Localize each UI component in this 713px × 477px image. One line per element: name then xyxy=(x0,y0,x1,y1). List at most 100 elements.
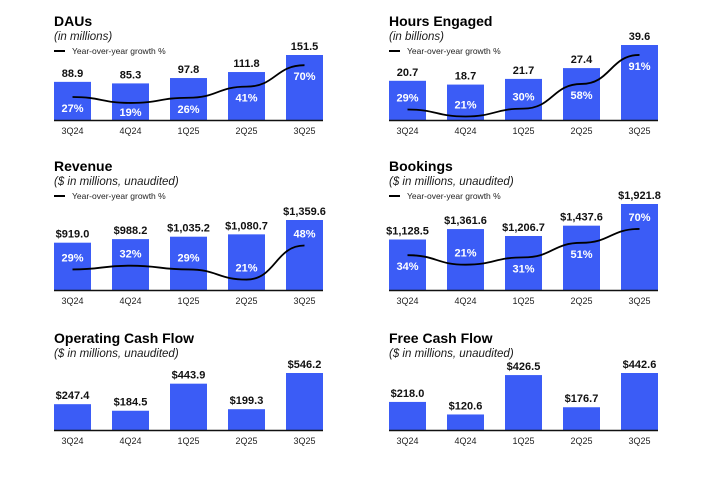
growth-label: 26% xyxy=(177,104,199,116)
bar-3q25 xyxy=(286,373,323,430)
bar-2q25 xyxy=(228,234,265,290)
bar-3q25 xyxy=(621,45,658,120)
legend: Year-over-year growth % xyxy=(54,191,166,201)
legend-line-swatch xyxy=(54,49,65,53)
value-label: $218.0 xyxy=(391,388,425,400)
bar-3q25 xyxy=(621,373,658,430)
bar-1q25 xyxy=(505,375,542,430)
panel-free-cash-flow: Free Cash Flow ($ in millions, unaudited… xyxy=(389,330,679,450)
panel-operating-cash-flow: Operating Cash Flow ($ in millions, unau… xyxy=(54,330,344,450)
value-label: $1,128.5 xyxy=(386,225,429,237)
chart-title: Free Cash Flow xyxy=(389,330,493,346)
bar-1q25 xyxy=(170,236,207,290)
x-tick-label: 3Q25 xyxy=(293,296,315,306)
legend-label: Year-over-year growth % xyxy=(72,191,166,201)
value-label: $1,921.8 xyxy=(618,190,661,202)
x-tick-label: 1Q25 xyxy=(177,296,199,306)
growth-label: 29% xyxy=(177,252,199,264)
bar-2q25 xyxy=(563,68,600,120)
chart-subtitle: (in millions) xyxy=(54,31,113,43)
value-label: $426.5 xyxy=(507,361,541,373)
growth-label: 91% xyxy=(628,61,650,73)
panel-bookings: Bookings ($ in millions, unaudited) Year… xyxy=(386,158,679,308)
growth-label: 34% xyxy=(396,261,418,273)
growth-line xyxy=(407,54,640,118)
growth-label: 19% xyxy=(119,107,141,119)
growth-label: 70% xyxy=(293,71,315,83)
value-label: 88.9 xyxy=(62,68,83,80)
x-tick-label: 2Q25 xyxy=(235,126,257,136)
growth-label: 31% xyxy=(512,263,534,275)
growth-line xyxy=(72,244,305,281)
legend-line-swatch xyxy=(389,49,400,53)
legend: Year-over-year growth % xyxy=(389,46,501,56)
value-label: 20.7 xyxy=(397,67,418,79)
panel-daus: DAUs (in millions) Year-over-year growth… xyxy=(54,13,344,143)
x-tick-label: 3Q25 xyxy=(628,436,650,446)
value-label: $443.9 xyxy=(172,370,206,382)
value-label: $1,080.7 xyxy=(225,220,268,232)
legend-line-swatch xyxy=(389,194,400,198)
bar-1q25 xyxy=(505,78,542,120)
growth-label: 41% xyxy=(235,93,257,105)
x-tick-label: 1Q25 xyxy=(177,436,199,446)
x-tick-label: 4Q24 xyxy=(454,126,476,136)
growth-label: 30% xyxy=(512,92,534,104)
x-tick-label: 3Q25 xyxy=(293,126,315,136)
x-tick-label: 3Q25 xyxy=(628,126,650,136)
value-label: $1,206.7 xyxy=(502,222,545,234)
x-tick-label: 3Q24 xyxy=(396,296,418,306)
growth-line xyxy=(72,64,305,104)
growth-label: 58% xyxy=(570,90,592,102)
chart-subtitle: (in billions) xyxy=(389,31,444,43)
x-tick-label: 2Q25 xyxy=(570,436,592,446)
value-label: $1,035.2 xyxy=(167,223,210,235)
value-label: $247.4 xyxy=(56,390,91,402)
growth-label: 32% xyxy=(119,249,141,261)
x-tick-label: 1Q25 xyxy=(177,126,199,136)
growth-label: 21% xyxy=(235,263,257,275)
chart-operating-cash-flow: $247.4 3Q24 $184.5 4Q24 $443.9 1Q25 $199.3 2Q25… xyxy=(54,359,323,446)
value-label: $120.6 xyxy=(449,400,483,412)
chart-subtitle: ($ in millions, unaudited) xyxy=(54,348,179,360)
chart-subtitle: ($ in millions, unaudited) xyxy=(389,176,514,188)
panel-hours-engaged: Hours Engaged (in billions) Year-over-ye… xyxy=(389,13,679,143)
value-label: 151.5 xyxy=(291,41,319,53)
x-tick-label: 2Q25 xyxy=(235,296,257,306)
value-label: 111.8 xyxy=(233,58,259,70)
value-label: $1,359.6 xyxy=(283,206,326,218)
value-label: $184.5 xyxy=(114,397,148,409)
x-tick-label: 2Q25 xyxy=(235,436,257,446)
bar-3q24 xyxy=(54,404,91,430)
value-label: $1,361.6 xyxy=(444,215,487,227)
x-tick-label: 4Q24 xyxy=(119,436,141,446)
x-tick-label: 4Q24 xyxy=(454,296,476,306)
value-label: 27.4 xyxy=(571,54,593,66)
value-label: $1,437.6 xyxy=(560,212,603,224)
chart-daus: 88.9 3Q24 85.3 4Q24 97.8 1Q25 111.8 2Q25 151.5 3Q… xyxy=(54,41,323,136)
legend-label: Year-over-year growth % xyxy=(72,46,166,56)
bar-3q25 xyxy=(286,220,323,290)
x-tick-label: 3Q25 xyxy=(628,296,650,306)
x-tick-label: 3Q24 xyxy=(61,436,83,446)
chart-title: Operating Cash Flow xyxy=(54,330,195,346)
chart-revenue: $919.0 3Q24 $988.2 4Q24 $1,035.2 1Q25 $1,080.7… xyxy=(54,206,326,306)
growth-label: 70% xyxy=(628,212,650,224)
x-tick-label: 3Q25 xyxy=(293,436,315,446)
bar-4q24 xyxy=(447,414,484,430)
bar-3q24 xyxy=(54,81,91,120)
bar-4q24 xyxy=(447,229,484,290)
bar-1q25 xyxy=(505,236,542,290)
value-label: $546.2 xyxy=(288,359,322,371)
value-label: 18.7 xyxy=(455,71,476,83)
growth-label: 27% xyxy=(61,103,83,115)
growth-label: 21% xyxy=(454,100,476,112)
x-tick-label: 3Q24 xyxy=(396,126,418,136)
value-label: 21.7 xyxy=(513,65,534,77)
value-label: 39.6 xyxy=(629,31,650,43)
growth-label: 48% xyxy=(293,229,315,241)
panel-revenue: Revenue ($ in millions, unaudited) Year-… xyxy=(54,158,344,308)
chart-title: Hours Engaged xyxy=(389,13,493,29)
legend-label: Year-over-year growth % xyxy=(407,46,501,56)
chart-bookings: $1,128.5 3Q24 $1,361.6 4Q24 $1,206.7 1Q25 $1,4… xyxy=(386,190,661,306)
